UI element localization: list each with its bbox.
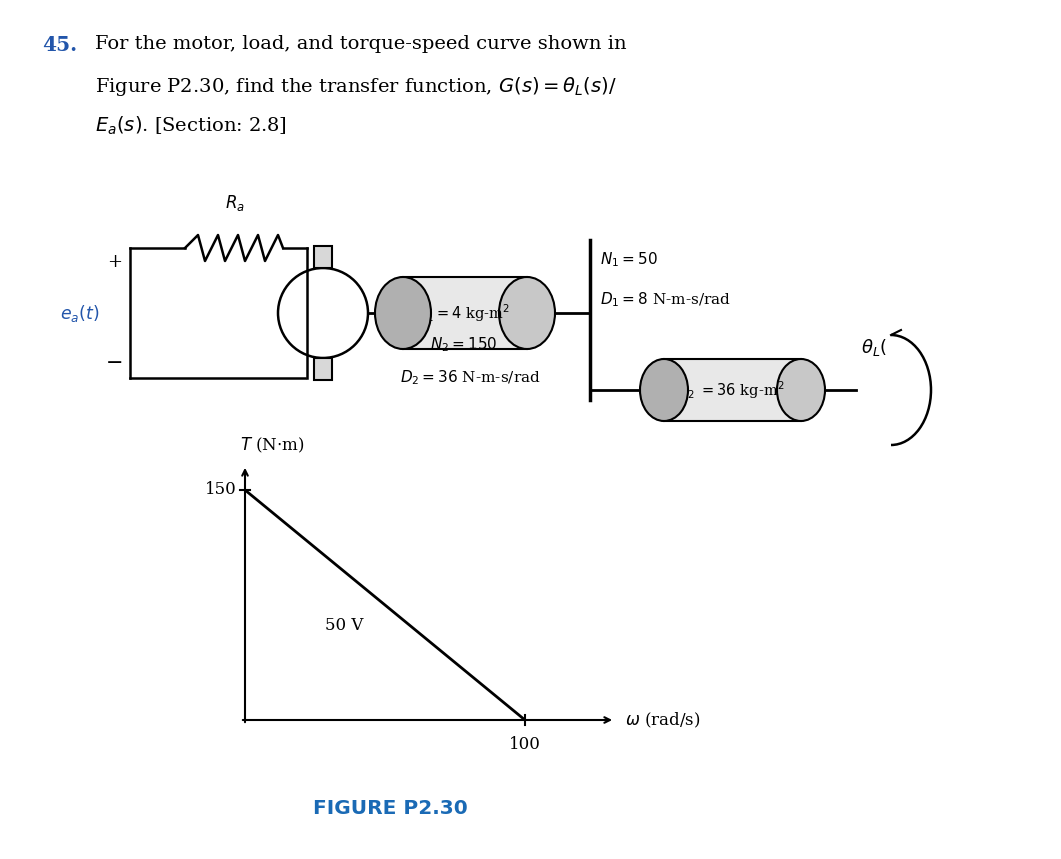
Ellipse shape: [499, 277, 555, 349]
Text: 50 V: 50 V: [325, 617, 363, 633]
Bar: [403, 277, 527, 349]
Text: For the motor, load, and torque-speed curve shown in: For the motor, load, and torque-speed cu…: [95, 35, 627, 53]
Text: $N_1 = 50$: $N_1 = 50$: [601, 251, 658, 270]
Text: FIGURE P2.30: FIGURE P2.30: [313, 799, 468, 818]
Text: $N_2 = 150$: $N_2 = 150$: [430, 336, 498, 355]
Text: $D_2 = 36$ N-m-s/rad: $D_2 = 36$ N-m-s/rad: [400, 369, 541, 387]
Text: $e_a(t)$: $e_a(t)$: [60, 302, 100, 324]
Text: $\omega$ (rad/s): $\omega$ (rad/s): [625, 710, 700, 729]
Ellipse shape: [375, 277, 431, 349]
Text: $D_1 = 8$ N-m-s/rad: $D_1 = 8$ N-m-s/rad: [601, 290, 731, 309]
Text: $J_1 = 4$ kg-m$^2$: $J_1 = 4$ kg-m$^2$: [420, 302, 510, 324]
Text: $T$ (N$\cdot$m): $T$ (N$\cdot$m): [240, 436, 305, 455]
Text: 100: 100: [509, 736, 541, 753]
Text: 150: 150: [205, 482, 237, 498]
Bar: [664, 359, 801, 421]
Text: $\theta_L($: $\theta_L($: [860, 338, 887, 358]
Text: $E_a(s)$. [Section: 2.8]: $E_a(s)$. [Section: 2.8]: [95, 115, 286, 137]
Text: −: −: [106, 354, 124, 373]
FancyBboxPatch shape: [314, 246, 332, 268]
Text: $R_a$: $R_a$: [225, 193, 245, 213]
Text: $J_2\;= 36$ kg-m$^2$: $J_2\;= 36$ kg-m$^2$: [681, 379, 784, 401]
FancyBboxPatch shape: [314, 358, 332, 380]
Text: 45.: 45.: [42, 35, 77, 55]
Text: +: +: [107, 253, 122, 271]
Ellipse shape: [640, 359, 688, 421]
Ellipse shape: [777, 359, 825, 421]
Text: Figure P2.30, find the transfer function, $G(s) = \theta_L(s)/$: Figure P2.30, find the transfer function…: [95, 75, 616, 98]
